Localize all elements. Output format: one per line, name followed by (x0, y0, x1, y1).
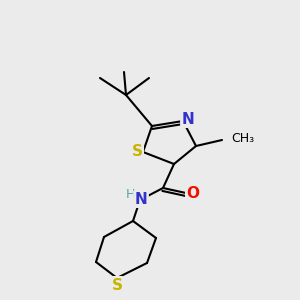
Text: S: S (112, 278, 122, 292)
Text: H: H (126, 188, 135, 202)
Text: S: S (131, 145, 142, 160)
Text: CH₃: CH₃ (231, 133, 254, 146)
Text: O: O (187, 185, 200, 200)
Text: N: N (135, 191, 147, 206)
Text: N: N (182, 112, 194, 127)
